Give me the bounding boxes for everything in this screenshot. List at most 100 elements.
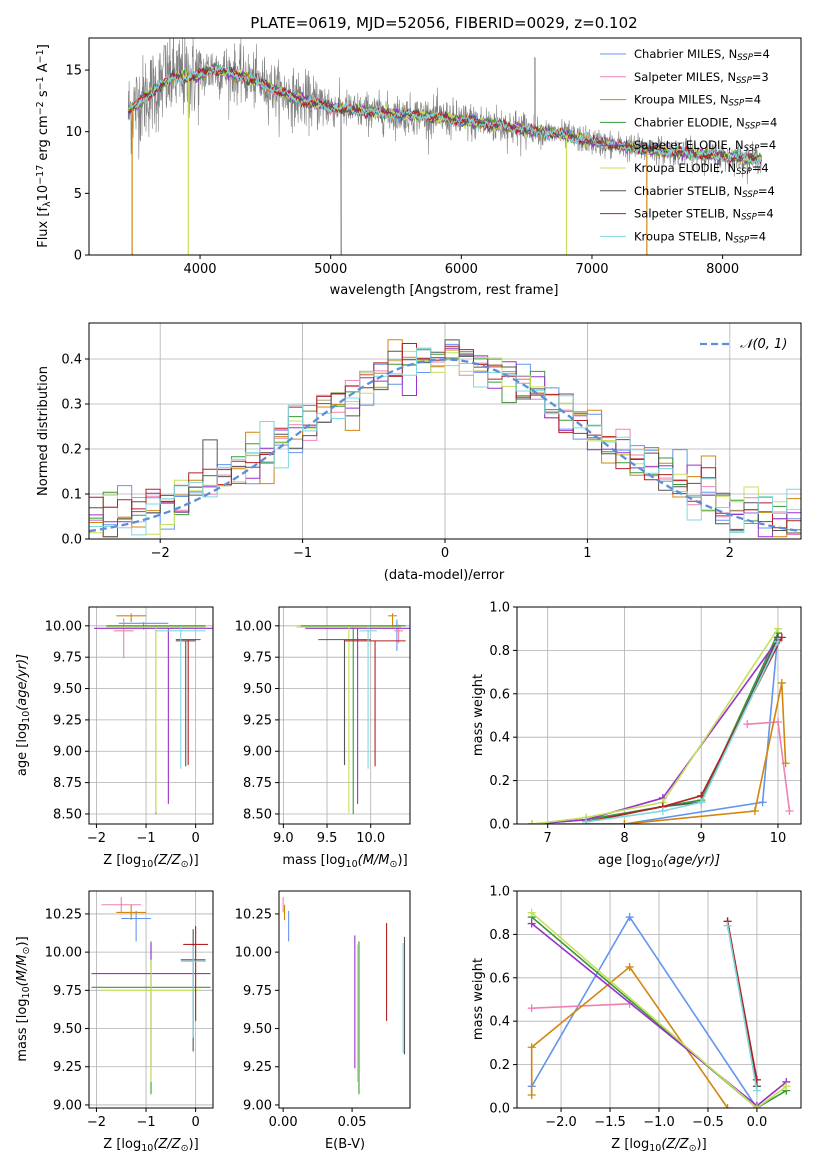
errorbar-point <box>155 625 206 769</box>
spectrum-x-axis-label: wavelength [Angstrom, rest frame] <box>330 283 559 298</box>
errorbar-point <box>318 639 371 766</box>
mass-vs-ebv-plot-area: 0.00 0.05 9.00 9.25 9.50 9.75 10.00 10.25 E(B-V) <box>235 890 411 1152</box>
spectrum-plot-area: 4000 5000 6000 7000 8000 0 5 10 15 <box>65 37 802 277</box>
residuals-panel: −2 −1 0 1 2 0.0 0.1 0.2 0.3 0.4 (data-model)/erro… <box>36 322 802 583</box>
mass-weight-marker <box>785 806 794 815</box>
y-tick-label: 0.2 <box>61 443 82 458</box>
mass-weight-line <box>531 1003 630 1009</box>
weight-vs-age-plot-area: 7 8 9 10 0.0 0.2 0.4 0.6 0.8 1.0 age [log10(age/yr… <box>471 601 802 870</box>
errorbar-point <box>106 626 206 813</box>
y-tick-label: 10.00 <box>235 946 272 961</box>
y-tick-label: 0.0 <box>489 1102 510 1117</box>
legend-entry: Salpeter MILES, NSSP=3 <box>634 70 769 86</box>
y-tick-label: 0.2 <box>489 1058 510 1073</box>
x-tick-label: −1.5 <box>594 1115 626 1130</box>
errorbar-point <box>175 639 201 766</box>
y-tick-label: 0.2 <box>489 774 510 789</box>
mass-vs-metallicity-plot-area: −2 −1 0 9.00 9.25 9.50 9.75 10.00 10.25 Z [log10(… <box>15 890 214 1154</box>
normal-legend-label: 𝒩(0, 1) <box>740 337 787 352</box>
y-tick-label: 9.75 <box>243 651 272 666</box>
x-tick-label: −2 <box>87 831 106 846</box>
y-tick-label: 9.00 <box>53 745 82 760</box>
mass-weight-marker <box>582 817 591 824</box>
mass-vs-metallicity-y-axis-label: mass [log10(M/M⊙)] <box>15 936 32 1061</box>
x-tick-label: −1 <box>136 1115 155 1130</box>
errorbar-point <box>121 910 151 942</box>
mass-weight-marker <box>527 919 536 928</box>
x-tick-label: 9.5 <box>317 831 338 846</box>
x-tick-label: 6000 <box>445 262 478 277</box>
mass-weight-marker <box>625 962 634 971</box>
spectrum-title: PLATE=0619, MJD=52056, FIBERID=0029, z=0… <box>250 14 637 32</box>
mass-weight-line <box>530 965 729 1108</box>
y-tick-label: 15 <box>65 64 82 79</box>
axes-frame <box>88 606 214 825</box>
y-tick-label: 0.8 <box>489 928 510 943</box>
errorbar-point <box>101 959 201 1083</box>
y-tick-label: 1.0 <box>489 885 510 900</box>
weight-vs-age-marks <box>528 624 794 824</box>
y-tick-label: 9.00 <box>53 1098 82 1113</box>
mass-weight-line <box>532 632 779 824</box>
y-tick-label: 9.50 <box>243 1022 272 1037</box>
mass-weight-marker <box>750 806 759 815</box>
mass-weight-marker <box>782 1082 791 1091</box>
x-tick-label: −1 <box>293 546 312 561</box>
residuals-plot-area: −2 −1 0 1 2 0.0 0.1 0.2 0.3 0.4 <box>61 322 802 561</box>
spectrum-legend: Chabrier MILES, NSSP=4 Salpeter MILES, NS… <box>600 47 777 246</box>
residuals-y-axis-label: Normed distribution <box>36 366 51 496</box>
x-tick-label: −2.0 <box>545 1115 577 1130</box>
normal-distribution-curve <box>89 358 799 533</box>
weight-vs-metallicity-plot-area: −2.0 −1.5 −1.0 −0.5 0.0 0.0 0.2 0.4 0.6 0.8 1.0 Z [… <box>471 885 802 1154</box>
mass-weight-marker <box>625 999 634 1008</box>
mass-weight-marker <box>527 1090 536 1099</box>
axes-frame <box>88 890 214 1109</box>
mass-vs-ebv-marks <box>282 897 406 1095</box>
y-tick-label: 8.50 <box>53 807 82 822</box>
weight-vs-metallicity-y-axis-label: mass weight <box>471 958 486 1040</box>
y-tick-label: 0.3 <box>61 398 82 413</box>
errorbar-point <box>113 618 134 659</box>
mass-weight-marker <box>773 637 782 646</box>
age-vs-mass-marks <box>296 613 410 814</box>
x-tick-label: 0 <box>191 831 199 846</box>
mass-weight-line <box>531 916 787 1108</box>
errorbar-point <box>359 625 377 769</box>
x-tick-label: −1.0 <box>643 1115 675 1130</box>
x-tick-label: 7000 <box>575 262 608 277</box>
x-tick-label: 0.00 <box>269 1115 298 1130</box>
y-tick-label: 9.25 <box>53 1060 82 1075</box>
x-tick-label: 0 <box>191 1115 199 1130</box>
y-tick-label: 9.75 <box>53 651 82 666</box>
mass-weight-marker <box>777 633 786 642</box>
y-tick-label: 0.6 <box>489 971 510 986</box>
y-tick-label: 0.0 <box>489 818 510 833</box>
spectrum-panel: PLATE=0619, MJD=52056, FIBERID=0029, z=0… <box>35 14 802 298</box>
y-tick-label: 8.75 <box>243 776 272 791</box>
weight-vs-age-y-axis-label: mass weight <box>471 674 486 756</box>
y-tick-label: 0.1 <box>61 488 82 503</box>
mass-weight-marker <box>752 1086 761 1095</box>
legend-entry: Chabrier STELIB, NSSP=4 <box>634 184 775 200</box>
y-tick-label: 9.25 <box>243 1060 272 1075</box>
mass-vs-Z-marks <box>91 897 211 1095</box>
mass-weight-marker <box>697 798 706 807</box>
y-tick-label: 9.75 <box>53 984 82 999</box>
legend-entry: Salpeter STELIB, NSSP=4 <box>634 207 774 223</box>
weight-vs-age-x-axis-label: age [log10(age/yr)] <box>598 853 720 870</box>
mass-weight-marker <box>723 1104 732 1108</box>
mass-vs-metallicity-x-axis-label: Z [log10(Z/Z⊙)] <box>103 1137 198 1154</box>
mass-weight-line <box>532 639 779 824</box>
y-tick-label: 0.8 <box>489 644 510 659</box>
legend-entry: Kroupa MILES, NSSP=4 <box>634 93 761 109</box>
weight-vs-metallicity-panel: −2.0 −1.5 −1.0 −0.5 0.0 0.0 0.2 0.4 0.6 0.8 1.0 Z [… <box>471 885 802 1154</box>
y-tick-label: 10.00 <box>235 619 272 634</box>
y-tick-label: 9.25 <box>243 713 272 728</box>
errorbar-point <box>116 904 147 921</box>
mass-weight-marker <box>773 718 782 727</box>
age-vs-metallicity-plot-area: −2 −1 0 8.50 8.75 9.00 9.25 9.50 9.75 10.00 Z [log… <box>15 606 214 870</box>
x-tick-label: 9 <box>697 831 705 846</box>
y-tick-label: 9.25 <box>53 713 82 728</box>
y-tick-label: 8.50 <box>243 807 272 822</box>
